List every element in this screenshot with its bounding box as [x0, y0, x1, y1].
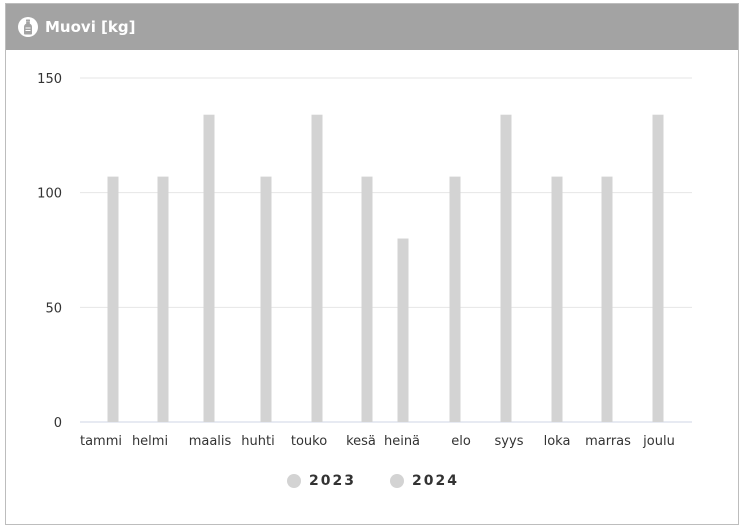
panel-title: Muovi [kg] — [45, 18, 136, 36]
chart-panel: Muovi [kg] — [5, 3, 739, 525]
bar-2024-touko — [311, 114, 323, 423]
bar-2024-maalis — [203, 114, 215, 423]
bar-2024-marras — [601, 176, 613, 422]
x-tick-label: syys — [495, 434, 524, 449]
y-tick-label: 100 — [37, 187, 62, 202]
bar-2023-heinä — [397, 238, 409, 422]
x-tick-label: helmi — [132, 434, 168, 449]
x-tick-label: touko — [291, 434, 327, 449]
x-tick-label: heinä — [384, 434, 420, 449]
legend-marker-2024 — [390, 474, 404, 488]
x-tick-label: huhti — [241, 434, 274, 449]
x-tick-label: marras — [585, 434, 631, 449]
bar-2024-kesä — [361, 176, 373, 422]
bar-2024-helmi — [157, 176, 169, 422]
panel-header: Muovi [kg] — [6, 4, 738, 50]
bottle-icon — [18, 17, 38, 37]
x-tick-label: kesä — [346, 434, 376, 449]
x-tick-label: joulu — [642, 434, 675, 449]
chart-legend: 2023 2024 — [0, 473, 746, 489]
legend-item-2023[interactable]: 2023 — [287, 473, 356, 489]
x-tick-label: maalis — [189, 434, 232, 449]
legend-label-2024: 2024 — [412, 473, 459, 489]
y-tick-label: 0 — [54, 416, 62, 431]
bar-2024-tammi — [107, 176, 119, 422]
bar-2024-joulu — [652, 114, 664, 423]
bar-2024-loka — [551, 176, 563, 422]
bar-2024-huhti — [260, 176, 272, 422]
y-tick-label: 150 — [37, 72, 62, 87]
y-tick-label: 50 — [45, 301, 62, 316]
legend-marker-2023 — [287, 474, 302, 488]
x-tick-label: loka — [544, 434, 571, 449]
bar-2024-syys — [500, 114, 512, 423]
x-tick-label: elo — [451, 434, 471, 449]
bar-2024-elo — [449, 176, 461, 422]
legend-item-2024[interactable]: 2024 — [390, 473, 459, 489]
x-tick-label: tammi — [80, 434, 122, 449]
legend-label-2023: 2023 — [309, 473, 356, 489]
